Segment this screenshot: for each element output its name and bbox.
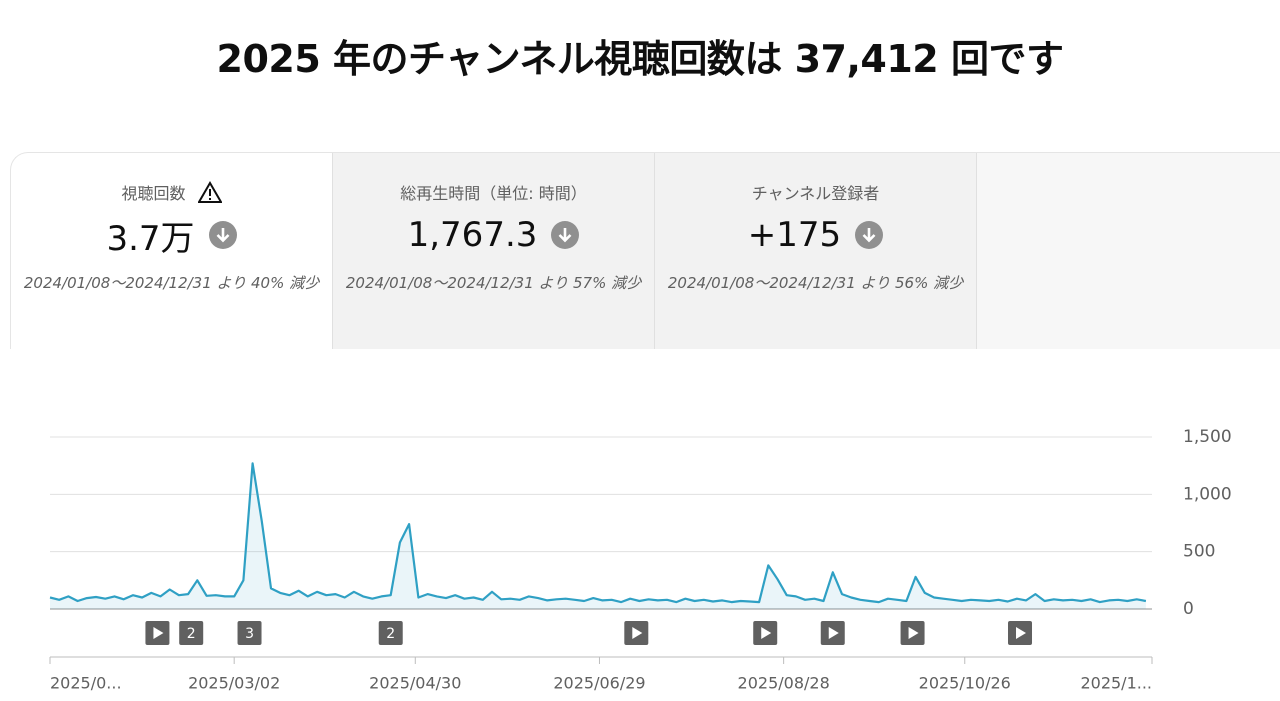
line-area	[50, 463, 1146, 609]
metric-comparison: 2024/01/08～2024/12/31 より 56% 減少	[667, 274, 964, 292]
metric-value: +175	[747, 215, 842, 255]
metric-label-row: 総再生時間（単位: 時間）	[333, 179, 654, 205]
video-marker[interactable]	[900, 621, 925, 645]
metric-value-row: 3.7万	[11, 213, 332, 259]
x-tick-label: 2025/04/30	[369, 674, 461, 693]
video-marker[interactable]: 3	[237, 621, 262, 645]
page-title: 2025 年のチャンネル視聴回数は 37,412 回です	[216, 37, 1064, 81]
metric-label: 視聴回数	[121, 184, 186, 203]
play-icon	[153, 627, 164, 639]
metric-label: チャンネル登録者	[751, 184, 880, 203]
video-marker-box	[237, 621, 262, 645]
x-tick-label: 2025/1...	[1080, 674, 1152, 693]
metric-label-row: チャンネル登録者	[655, 179, 976, 205]
metric-value: 1,767.3	[407, 215, 538, 255]
video-marker-count: 2	[386, 626, 395, 642]
play-icon	[1016, 627, 1027, 639]
video-marker[interactable]	[1008, 621, 1033, 645]
y-tick-label: 1,500	[1183, 427, 1232, 447]
video-marker[interactable]: 2	[179, 621, 204, 645]
x-tick-label: 2025/0...	[50, 674, 122, 693]
play-icon	[828, 627, 839, 639]
metric-value-row: +175	[655, 213, 976, 257]
video-marker[interactable]	[145, 621, 170, 645]
video-marker-count: 2	[187, 626, 196, 642]
video-marker[interactable]: 2	[378, 621, 403, 645]
video-marker-count: 3	[245, 626, 254, 642]
metric-label: 総再生時間（単位: 時間）	[400, 184, 587, 203]
warning-icon[interactable]	[197, 181, 222, 203]
metric-card-empty	[977, 153, 1280, 349]
video-marker[interactable]	[753, 621, 778, 645]
y-tick-label: 500	[1183, 542, 1215, 562]
metric-card[interactable]: チャンネル登録者 +175 2024/01/08～2024/12/31 より 5…	[655, 153, 977, 349]
metric-cards: 視聴回数 3.7万 2024/01/08～2024/12/31 より 40% 減…	[10, 152, 1280, 349]
metric-comparison: 2024/01/08～2024/12/31 より 40% 減少	[23, 274, 320, 292]
down-icon	[208, 221, 237, 249]
x-tick-label: 2025/10/26	[919, 674, 1011, 693]
metric-value: 3.7万	[106, 218, 195, 259]
chart: 0 500 1,000 1,500 2025/0... 2025/03/02 2025/04…	[49, 427, 1232, 693]
metric-label-row: 視聴回数	[11, 179, 332, 205]
play-icon	[632, 627, 643, 639]
down-icon	[551, 221, 580, 249]
metric-value-row: 1,767.3	[333, 213, 654, 257]
video-marker-box	[378, 621, 403, 645]
video-marker[interactable]	[624, 621, 649, 645]
y-tick-label: 1,000	[1183, 484, 1232, 504]
video-marker-box	[179, 621, 204, 645]
x-tick-label: 2025/03/02	[188, 674, 280, 693]
play-icon	[761, 627, 772, 639]
metric-comparison: 2024/01/08～2024/12/31 より 57% 減少	[345, 274, 642, 292]
metric-card[interactable]: 総再生時間（単位: 時間） 1,767.3 2024/01/08～2024/12…	[333, 153, 655, 349]
y-tick-label: 0	[1183, 599, 1194, 619]
x-tick-label: 2025/06/29	[553, 674, 645, 693]
play-icon	[908, 627, 919, 639]
metric-card[interactable]: 視聴回数 3.7万 2024/01/08～2024/12/31 より 40% 減…	[11, 153, 333, 349]
line	[49, 462, 1147, 604]
down-icon	[855, 221, 884, 249]
video-marker[interactable]	[820, 621, 845, 645]
x-tick-label: 2025/08/28	[738, 674, 830, 693]
